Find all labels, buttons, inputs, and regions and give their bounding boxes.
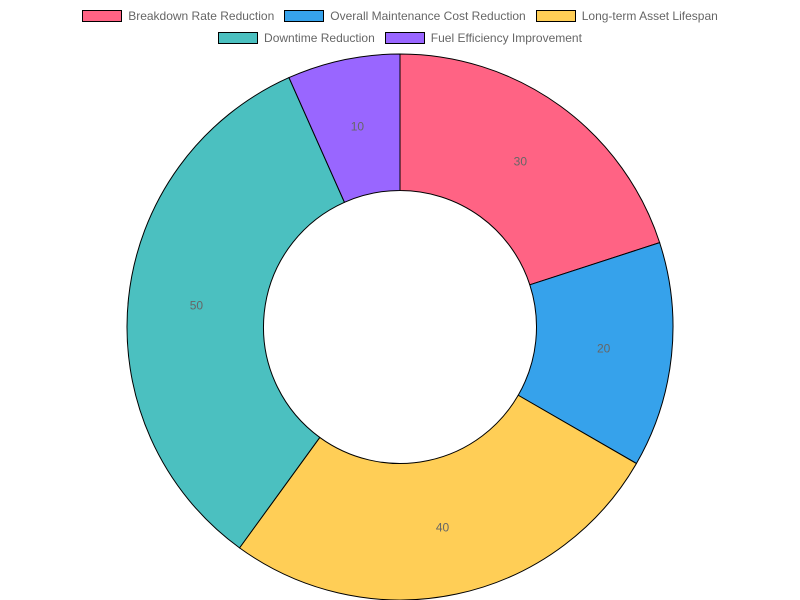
legend-item-downtime-reduction[interactable]: Downtime Reduction: [218, 31, 375, 45]
slice-overall-maintenance-cost-reduction[interactable]: [517, 242, 674, 465]
legend-label-overall-maintenance-cost-reduction: Overall Maintenance Cost Reduction: [330, 9, 526, 23]
legend-swatch-overall-maintenance-cost-reduction: [284, 10, 325, 22]
legend-swatch-downtime-reduction: [218, 32, 259, 44]
slice-breakdown-rate-reduction[interactable]: [399, 53, 661, 286]
legend-swatch-breakdown-rate-reduction: [82, 10, 123, 22]
data-label-breakdown-rate-reduction: 30: [514, 154, 528, 168]
legend-row-1: Breakdown Rate Reduction Overall Mainten…: [0, 9, 800, 23]
legend-item-breakdown-rate-reduction[interactable]: Breakdown Rate Reduction: [82, 9, 274, 23]
slice-downtime-reduction[interactable]: [126, 76, 346, 549]
legend-swatch-fuel-efficiency-improvement: [384, 32, 425, 44]
legend-label-fuel-efficiency-improvement: Fuel Efficiency Improvement: [430, 31, 582, 45]
data-label-long-term-asset-lifespan: 40: [436, 520, 450, 534]
slice-fuel-efficiency-improvement[interactable]: [288, 53, 401, 203]
legend-item-fuel-efficiency-improvement[interactable]: Fuel Efficiency Improvement: [384, 31, 582, 45]
legend-row-2: Downtime Reduction Fuel Efficiency Impro…: [0, 31, 800, 45]
data-label-downtime-reduction: 50: [190, 299, 204, 313]
legend-swatch-long-term-asset-lifespan: [535, 10, 576, 22]
legend-label-downtime-reduction: Downtime Reduction: [264, 31, 375, 45]
legend-item-long-term-asset-lifespan[interactable]: Long-term Asset Lifespan: [535, 9, 718, 23]
legend-item-overall-maintenance-cost-reduction[interactable]: Overall Maintenance Cost Reduction: [284, 9, 526, 23]
legend-label-long-term-asset-lifespan: Long-term Asset Lifespan: [581, 9, 718, 23]
slice-long-term-asset-lifespan[interactable]: [238, 394, 638, 600]
data-label-fuel-efficiency-improvement: 10: [351, 120, 365, 134]
data-label-overall-maintenance-cost-reduction: 20: [597, 341, 611, 355]
legend-label-breakdown-rate-reduction: Breakdown Rate Reduction: [128, 9, 275, 23]
